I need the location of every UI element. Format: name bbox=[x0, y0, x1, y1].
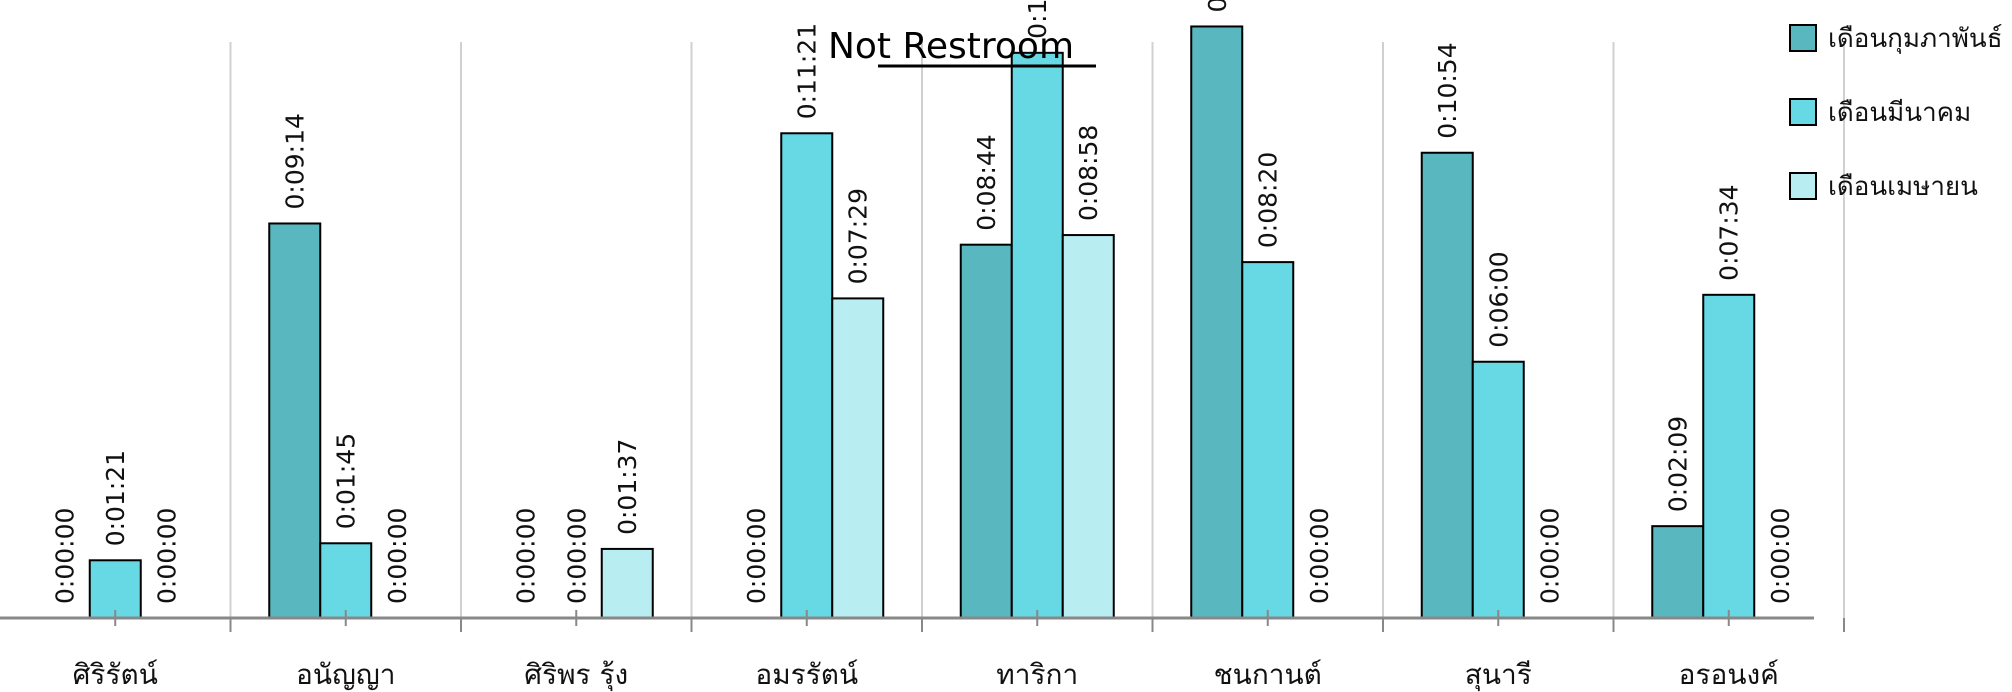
bar bbox=[600, 547, 654, 619]
legend-swatch bbox=[1789, 98, 1817, 126]
bar bbox=[959, 243, 1013, 619]
data-label: 0:00:00 bbox=[562, 508, 591, 604]
data-label: 0:08:20 bbox=[1254, 152, 1283, 248]
data-label: 0:06:00 bbox=[1484, 251, 1513, 347]
data-label: 0:01:37 bbox=[613, 439, 642, 535]
data-label: 0:00:00 bbox=[383, 508, 412, 604]
bar bbox=[1061, 234, 1115, 619]
x-tick-label: อนัญญา bbox=[296, 658, 395, 691]
data-label: 0:01:45 bbox=[332, 433, 361, 529]
data-label: 0:00:00 bbox=[152, 508, 181, 604]
bar bbox=[780, 132, 834, 619]
bar bbox=[1241, 261, 1295, 619]
data-label: 0:11:21 bbox=[793, 23, 822, 119]
x-tick-label: อรอนงค์ bbox=[1679, 658, 1779, 691]
data-label: 0:00:00 bbox=[1305, 508, 1334, 604]
data-labels: 0:00:00 0:01:21 0:00:00 0:09:14 0:01:45 0:00:… bbox=[50, 0, 1795, 604]
data-label: 0:07:34 bbox=[1715, 184, 1744, 280]
bar bbox=[1651, 525, 1705, 619]
x-tick-label: สุนารี bbox=[1465, 658, 1532, 692]
bar bbox=[1010, 51, 1064, 619]
legend-label: เดือนกุมภาพันธ์ bbox=[1828, 24, 2003, 54]
bar bbox=[268, 222, 322, 619]
data-label: 0:08:44 bbox=[972, 134, 1001, 230]
data-label: 0:09:14 bbox=[281, 113, 310, 209]
data-label: 0:02:09 bbox=[1664, 416, 1693, 512]
bar bbox=[1420, 151, 1474, 619]
bar bbox=[88, 559, 142, 619]
x-tick-label: ศิริพร รุ้ง bbox=[524, 658, 628, 692]
data-label: 0:01:21 bbox=[101, 450, 130, 546]
data-label: 0:08:58 bbox=[1074, 125, 1103, 221]
bar bbox=[1190, 25, 1244, 620]
data-label: 0:13:51 bbox=[1203, 0, 1232, 12]
x-tick-label: ทาริกา bbox=[996, 658, 1078, 691]
chart-title-group: Not Restroom bbox=[828, 26, 1096, 68]
legend-label: เดือนเมษายน bbox=[1828, 172, 1978, 202]
x-tick-label: ชนกานต์ bbox=[1214, 658, 1322, 691]
data-label: 0:13:14 bbox=[1023, 0, 1052, 39]
bars bbox=[88, 25, 1756, 620]
data-label: 0:00:00 bbox=[742, 508, 771, 604]
x-tick-label: อมรรัตน์ bbox=[755, 658, 858, 691]
data-label: 0:00:00 bbox=[1766, 508, 1795, 604]
x-tick-label: ศิริรัตน์ bbox=[73, 658, 158, 691]
legend-swatch bbox=[1789, 24, 1817, 52]
data-label: 0:07:29 bbox=[844, 188, 873, 284]
bar bbox=[319, 542, 373, 620]
chart-title: Not Restroom bbox=[828, 26, 1074, 67]
data-label: 0:00:00 bbox=[1535, 508, 1564, 604]
bar bbox=[831, 297, 885, 619]
data-label: 0:00:00 bbox=[50, 508, 79, 604]
category-separators bbox=[229, 42, 1845, 618]
legend-label: เดือนมีนาคม bbox=[1828, 98, 1971, 128]
bar bbox=[1471, 360, 1525, 619]
bar bbox=[1702, 293, 1756, 619]
x-axis: ศิริรัตน์ อนัญญา ศิริพร รุ้ง อมรรัตน์ ทาริกา… bbox=[0, 610, 1845, 692]
data-label: 0:00:00 bbox=[511, 508, 540, 604]
data-label: 0:10:54 bbox=[1433, 42, 1462, 138]
legend-swatch bbox=[1789, 172, 1817, 200]
